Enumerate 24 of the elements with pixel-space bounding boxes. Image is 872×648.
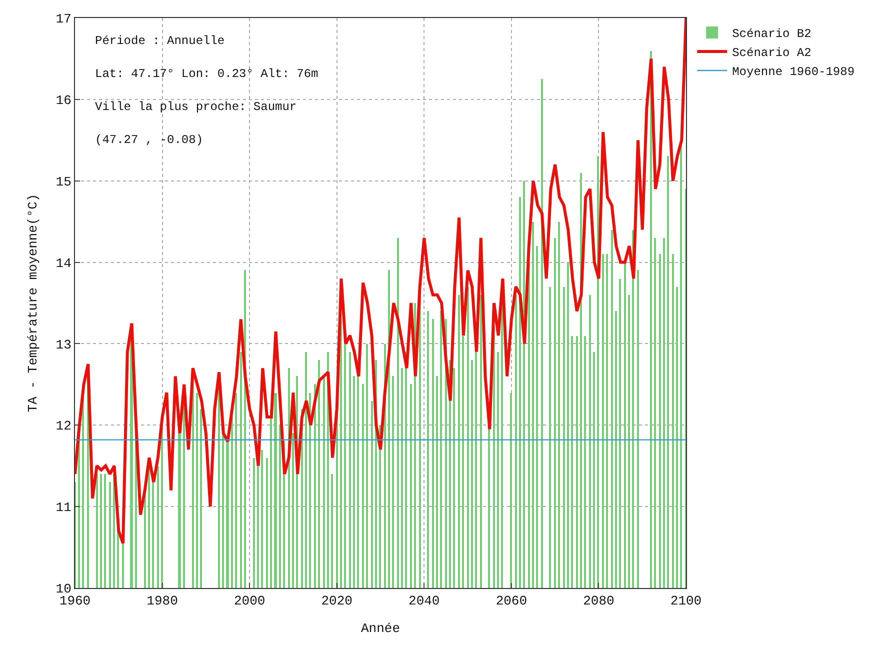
line-series: [75, 18, 686, 545]
annotation: Lat: 47.17° Lon: 0.23° Alt: 76m: [95, 67, 318, 81]
y-tick-label: 14: [56, 256, 72, 271]
y-tick-label: 17: [56, 12, 72, 27]
legend-label: Moyenne 1960-1989: [732, 65, 855, 80]
annotation: Ville la plus proche: Saumur: [95, 100, 297, 114]
y-tick-label: 16: [56, 92, 72, 108]
x-tick-label: 2060: [496, 594, 528, 609]
x-axis-title: Année: [360, 621, 400, 636]
x-tick-label: 2020: [321, 594, 352, 609]
annotation: (47.27 , -0.08): [95, 133, 204, 147]
y-tick-label: 13: [56, 337, 72, 352]
y-tick-label: 11: [56, 500, 72, 516]
x-tick-label: 2080: [583, 594, 614, 609]
x-tick-label: 2100: [670, 594, 702, 609]
x-tick-label: 2000: [234, 594, 266, 609]
annotation: Période : Annuelle: [95, 34, 225, 48]
x-tick-label: 1980: [146, 594, 178, 609]
legend-label: Scénario B2: [732, 27, 812, 42]
legend-label: Scénario A2: [732, 46, 812, 60]
y-tick-label: 12: [56, 418, 72, 434]
y-tick-label: 15: [56, 174, 72, 190]
x-tick-label: 2040: [408, 594, 440, 609]
y-axis-title: TA - Température moyenne(°C): [26, 194, 41, 412]
